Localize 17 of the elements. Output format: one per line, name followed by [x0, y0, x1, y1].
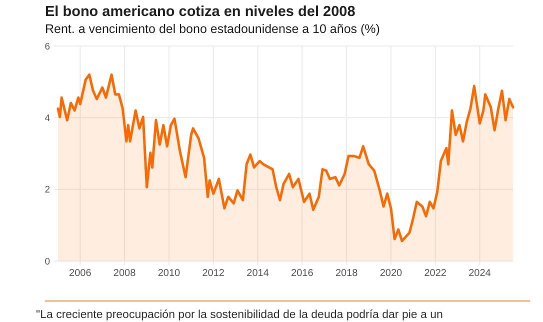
y-tick-label: 2 — [44, 184, 50, 196]
x-tick-label: 2008 — [113, 268, 136, 279]
y-tick-label: 4 — [44, 112, 50, 124]
x-tick-label: 2016 — [291, 268, 314, 279]
x-tick-label: 2006 — [69, 268, 92, 279]
x-tick-label: 2014 — [246, 268, 270, 279]
chart-subtitle: Rent. a vencimiento del bono estadounidense a 10 años (%) — [45, 22, 380, 36]
x-tick-label: 2010 — [158, 268, 181, 279]
x-tick-label: 2022 — [424, 268, 447, 279]
y-tick-label: 6 — [44, 41, 50, 52]
chart-title: El bono americano cotiza en niveles del 2008 — [45, 4, 356, 20]
y-tick-label: 0 — [44, 256, 50, 268]
x-tick-label: 2018 — [335, 268, 358, 279]
x-tick-label: 2024 — [468, 268, 492, 279]
x-tick-label: 2020 — [380, 268, 403, 279]
text: "La creciente preocupación por la sostenibilidad de la deuda podría dar pie a un — [36, 309, 443, 321]
x-tick-label: 2012 — [202, 268, 225, 279]
